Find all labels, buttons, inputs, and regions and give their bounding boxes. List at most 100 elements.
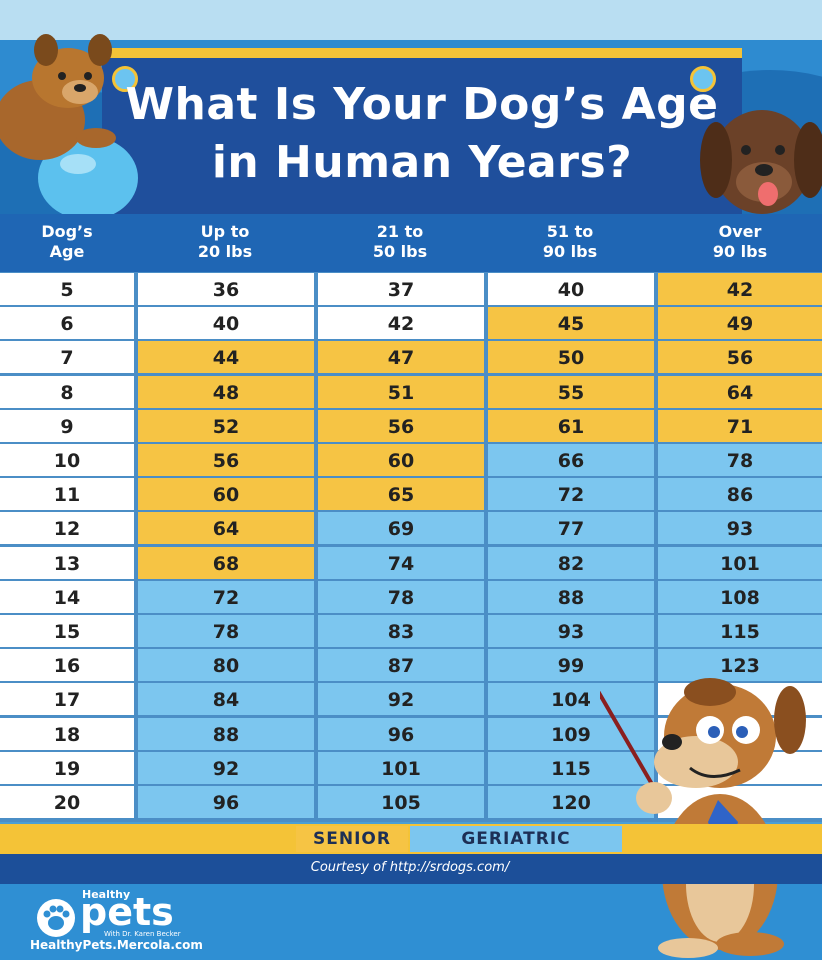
human-age-cell: 115: [488, 752, 654, 784]
human-age-cell: 37: [318, 273, 484, 305]
human-age-cell: 36: [138, 273, 314, 305]
human-age-cell: 60: [138, 478, 314, 510]
paw-icon: [37, 899, 75, 937]
age-cell: 20: [0, 786, 134, 818]
legend-senior: SENIOR: [296, 826, 408, 852]
legend-geriatric: GERIATRIC: [410, 826, 622, 852]
human-age-cell: 55: [488, 376, 654, 408]
human-age-cell: 50: [488, 341, 654, 373]
human-age-cell: 60: [318, 444, 484, 476]
human-age-cell: 93: [658, 512, 822, 544]
human-age-cell: 42: [658, 273, 822, 305]
column-header-bar: [0, 214, 822, 272]
human-age-cell: 96: [318, 718, 484, 750]
human-age-cell: 99: [488, 649, 654, 681]
human-age-cell: 77: [488, 512, 654, 544]
courtesy-text: Courtesy of http://srdogs.com/: [310, 860, 510, 875]
age-cell: 6: [0, 307, 134, 339]
human-age-cell: 104: [488, 683, 654, 715]
human-age-cell: 83: [318, 615, 484, 647]
human-age-cell: 68: [138, 547, 314, 579]
age-cell: 9: [0, 410, 134, 442]
human-age-cell: 66: [488, 444, 654, 476]
human-age-cell: 88: [138, 718, 314, 750]
logo-url: HealthyPets.Mercola.com: [30, 938, 203, 952]
human-age-cell: 74: [318, 547, 484, 579]
logo-tagline: With Dr. Karen Becker: [104, 930, 181, 938]
human-age-cell: 120: [488, 786, 654, 818]
human-age-cell: 96: [138, 786, 314, 818]
age-cell: 13: [0, 547, 134, 579]
column-header-up-to-20: Up to 20 lbs: [138, 222, 312, 262]
human-age-cell: 101: [658, 547, 822, 579]
human-age-cell: 115: [658, 615, 822, 647]
human-age-cell: 109: [488, 718, 654, 750]
column-header-21-to-50: 21 to 50 lbs: [318, 222, 482, 262]
age-cell: 12: [0, 512, 134, 544]
column-header-line: Age: [49, 242, 85, 261]
age-cell: 16: [0, 649, 134, 681]
column-header-line: 50 lbs: [372, 242, 428, 261]
logo-healthy: Healthy: [82, 888, 131, 901]
header-panel: [102, 58, 742, 216]
column-header-line: 21 to: [376, 222, 424, 241]
courtesy-bar: [0, 854, 822, 884]
human-age-cell: 92: [318, 683, 484, 715]
age-cell: 11: [0, 478, 134, 510]
column-header-line: 90 lbs: [712, 242, 768, 261]
column-header-51-to-90: 51 to 90 lbs: [488, 222, 652, 262]
human-age-cell: 49: [658, 307, 822, 339]
human-age-cell: 108: [658, 581, 822, 613]
pointing-dog-illustration: [600, 678, 806, 958]
age-cell: 5: [0, 273, 134, 305]
human-age-cell: 84: [138, 683, 314, 715]
human-age-cell: 87: [318, 649, 484, 681]
age-cell: 10: [0, 444, 134, 476]
human-age-cell: 72: [488, 478, 654, 510]
column-header-line: Up to: [200, 222, 250, 241]
logo-pets: pets: [80, 890, 174, 934]
human-age-cell: 42: [318, 307, 484, 339]
age-cell: 7: [0, 341, 134, 373]
human-age-cell: 64: [658, 376, 822, 408]
human-age-cell: 64: [138, 512, 314, 544]
column-header-line: 90 lbs: [542, 242, 598, 261]
human-age-cell: 40: [488, 273, 654, 305]
decorative-dot: [112, 66, 138, 92]
human-age-cell: 72: [138, 581, 314, 613]
age-cell: 8: [0, 376, 134, 408]
human-age-cell: 44: [138, 341, 314, 373]
human-age-cell: 92: [138, 752, 314, 784]
column-header-line: Dog’s: [41, 222, 93, 241]
human-age-cell: 78: [138, 615, 314, 647]
human-age-cell: 47: [318, 341, 484, 373]
human-age-cell: 82: [488, 547, 654, 579]
human-age-cell: 45: [488, 307, 654, 339]
human-age-cell: 56: [318, 410, 484, 442]
human-age-cell: 80: [138, 649, 314, 681]
title-line-2: in Human Years?: [211, 137, 633, 188]
header-accent-line: [102, 48, 742, 58]
age-cell: 19: [0, 752, 134, 784]
human-age-cell: 69: [318, 512, 484, 544]
brown-dog-illustration: [700, 110, 822, 214]
age-cell: 15: [0, 615, 134, 647]
column-header-age: Dog’s Age: [0, 222, 134, 262]
human-age-cell: 88: [488, 581, 654, 613]
column-header-over-90: Over 90 lbs: [658, 222, 822, 262]
human-age-cell: 86: [658, 478, 822, 510]
human-age-cell: 78: [658, 444, 822, 476]
human-age-cell: 48: [138, 376, 314, 408]
age-cell: 14: [0, 581, 134, 613]
human-age-cell: 71: [658, 410, 822, 442]
column-header-line: 51 to: [546, 222, 594, 241]
age-cell: 18: [0, 718, 134, 750]
human-age-cell: 105: [318, 786, 484, 818]
age-cell: 17: [0, 683, 134, 715]
dog-with-ball-illustration: [0, 34, 138, 215]
human-age-cell: 56: [138, 444, 314, 476]
human-age-cell: 123: [658, 649, 822, 681]
human-age-cell: 65: [318, 478, 484, 510]
human-age-cell: 40: [138, 307, 314, 339]
